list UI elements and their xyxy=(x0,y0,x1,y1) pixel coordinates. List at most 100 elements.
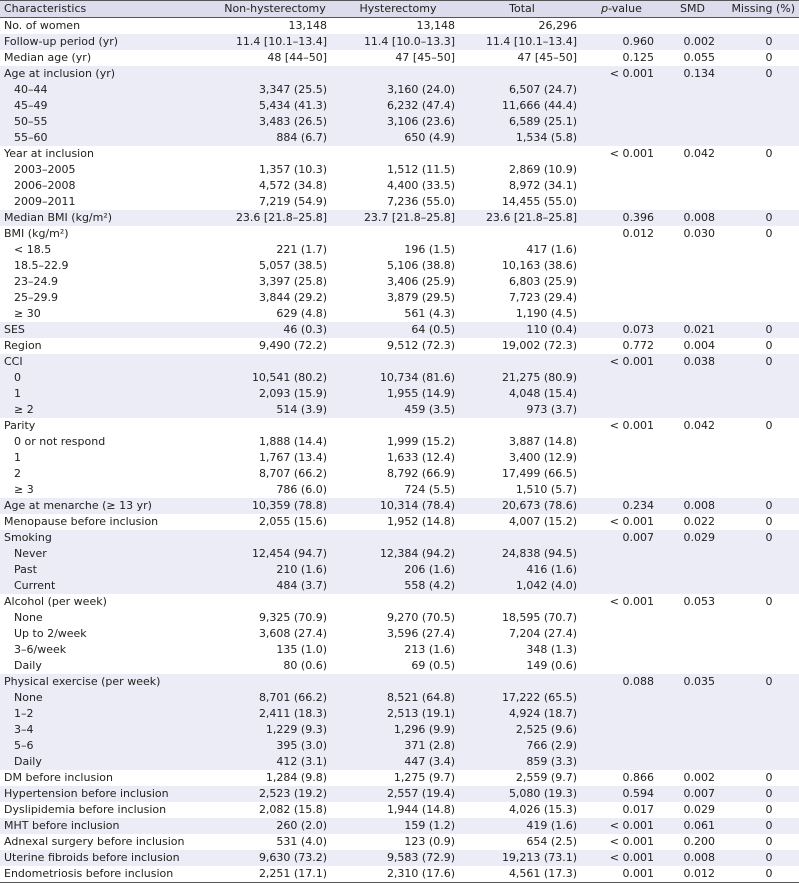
smd-value xyxy=(660,402,725,418)
total-value: 1,042 (4.0) xyxy=(461,578,583,594)
table-row: 2009–2011 7,219 (54.9) 7,236 (55.0) 14,455 … xyxy=(0,194,799,210)
total-value: 19,002 (72.3) xyxy=(501,339,577,352)
missing-value xyxy=(725,386,799,402)
non-hysterectomy-value: 395 (3.0) xyxy=(215,738,335,754)
total-value: 4,924 (18.7) xyxy=(461,706,583,722)
non-hysterectomy-value xyxy=(215,226,335,242)
hysterectomy-value: 3,879 (29.5) xyxy=(386,291,455,304)
total-value xyxy=(461,530,583,546)
missing-value: 0 xyxy=(765,51,773,64)
total-value: 21,275 (80.9) xyxy=(461,370,583,386)
p-value xyxy=(583,754,660,770)
table-row: Median BMI (kg/m²) 23.6 [21.8–25.8] 23.7 [… xyxy=(0,210,799,226)
smd-value xyxy=(660,18,725,35)
p-value xyxy=(583,658,660,674)
non-hysterectomy-value: 2,093 (15.9) xyxy=(215,386,335,402)
total-value xyxy=(461,226,583,242)
row-label: Parity xyxy=(4,419,36,432)
p-value: 0.007 xyxy=(583,530,660,546)
row-label: 5–6 xyxy=(0,738,215,754)
row-label: 2009–2011 xyxy=(14,195,76,208)
row-label: 50–55 xyxy=(0,114,215,130)
total-value: 4,026 (15.3) xyxy=(508,803,577,816)
missing-value xyxy=(725,706,799,722)
row-label: 2003–2005 xyxy=(14,163,76,176)
total-value: 6,589 (25.1) xyxy=(461,114,583,130)
hysterectomy-value: 5,106 (38.8) xyxy=(386,259,455,272)
row-label: Median BMI (kg/m²) xyxy=(0,210,215,226)
total-value: 348 (1.3) xyxy=(526,643,577,656)
total-value xyxy=(461,146,583,162)
row-label: Follow-up period (yr) xyxy=(0,34,215,50)
non-hysterectomy-value: 1,888 (14.4) xyxy=(258,435,327,448)
hysterectomy-value: 1,999 (15.2) xyxy=(386,435,455,448)
table-row: 3–6/week 135 (1.0) 213 (1.6) 348 (1.3) xyxy=(0,642,799,658)
hysterectomy-value: 159 (1.2) xyxy=(335,818,461,834)
hysterectomy-value: 724 (5.5) xyxy=(404,483,455,496)
non-hysterectomy-value: 1,357 (10.3) xyxy=(258,163,327,176)
missing-value xyxy=(725,626,799,642)
row-label: DM before inclusion xyxy=(4,771,113,784)
row-label: Current xyxy=(0,578,215,594)
header-p-rest: -value xyxy=(608,2,642,15)
non-hysterectomy-value: 2,411 (18.3) xyxy=(215,706,335,722)
total-value: 1,510 (5.7) xyxy=(515,483,577,496)
total-value: 4,561 (17.3) xyxy=(461,866,583,883)
hysterectomy-value: 123 (0.9) xyxy=(404,835,455,848)
row-label: Alcohol (per week) xyxy=(4,595,107,608)
total-value: 2,525 (9.6) xyxy=(461,722,583,738)
p-value: < 0.001 xyxy=(583,818,660,834)
row-label: CCI xyxy=(0,354,215,370)
smd-value: 0.008 xyxy=(660,210,725,226)
row-label: Median age (yr) xyxy=(4,51,92,64)
non-hysterectomy-value: 3,608 (27.4) xyxy=(258,627,327,640)
p-value: < 0.001 xyxy=(609,147,654,160)
table-row: ≥ 3 786 (6.0) 724 (5.5) 1,510 (5.7) xyxy=(0,482,799,498)
table-row: Adnexal surgery before inclusion 531 (4.0… xyxy=(0,834,799,850)
p-value: 0.073 xyxy=(583,322,660,338)
missing-value: 0 xyxy=(765,515,773,528)
smd-value: 0.007 xyxy=(660,786,725,802)
non-hysterectomy-value: 13,148 xyxy=(288,19,328,32)
p-value: 0.594 xyxy=(583,786,660,802)
table-row: Follow-up period (yr) 11.4 [10.1–13.4] 11.… xyxy=(0,34,799,50)
p-value: < 0.001 xyxy=(583,66,660,82)
table-row: None 8,701 (66.2) 8,521 (64.8) 17,222 (65.5… xyxy=(0,690,799,706)
row-label: No. of women xyxy=(4,19,81,32)
hysterectomy-value: 459 (3.5) xyxy=(335,402,461,418)
table-row: Median age (yr) 48 [44–50] 47 [45–50] 47 [4… xyxy=(0,50,799,66)
non-hysterectomy-value xyxy=(215,354,335,370)
missing-value xyxy=(725,130,799,146)
row-label: Dyslipidemia before inclusion xyxy=(4,803,167,816)
header-missing: Missing (%) xyxy=(725,0,799,18)
header-non-hysterectomy: Non-hysterectomy xyxy=(215,0,335,18)
row-label: 55–60 xyxy=(0,130,215,146)
table-row: Age at menarche (≥ 13 yr) 10,359 (78.8) 10… xyxy=(0,498,799,514)
table-row: SES 46 (0.3) 64 (0.5) 110 (0.4) 0.073 0.021 0 xyxy=(0,322,799,338)
missing-value: 0 xyxy=(765,147,773,160)
table-row: Daily 80 (0.6) 69 (0.5) 149 (0.6) xyxy=(0,658,799,674)
missing-value xyxy=(725,402,799,418)
total-value: 11,666 (44.4) xyxy=(461,98,583,114)
header-hysterectomy: Hysterectomy xyxy=(335,0,461,18)
smd-value xyxy=(660,258,725,274)
hysterectomy-value: 196 (1.5) xyxy=(404,243,455,256)
hysterectomy-value: 561 (4.3) xyxy=(404,307,455,320)
hysterectomy-value: 1,296 (9.9) xyxy=(335,722,461,738)
total-value xyxy=(461,354,583,370)
hysterectomy-value xyxy=(335,354,461,370)
total-value: 5,080 (19.3) xyxy=(461,786,583,802)
hysterectomy-value: 1,512 (11.5) xyxy=(386,163,455,176)
missing-value: 0 xyxy=(725,866,799,883)
missing-value xyxy=(725,82,799,98)
p-value xyxy=(583,130,660,146)
hysterectomy-value: 8,521 (64.8) xyxy=(335,690,461,706)
non-hysterectomy-value: 3,483 (26.5) xyxy=(215,114,335,130)
row-label: Daily xyxy=(0,754,215,770)
p-value xyxy=(583,450,660,466)
smd-value xyxy=(660,546,725,562)
smd-value xyxy=(660,626,725,642)
table-row: Endometriosis before inclusion 2,251 (17.… xyxy=(0,866,799,883)
header-p-italic: p xyxy=(601,2,609,15)
p-value xyxy=(583,482,660,498)
